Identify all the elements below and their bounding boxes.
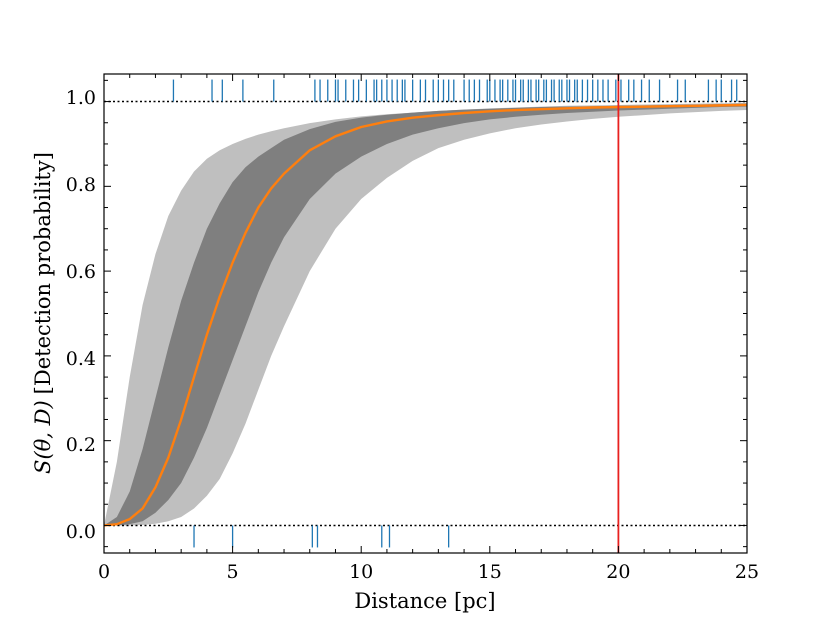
x-tick-label: 20	[606, 561, 630, 583]
y-axis-label-math: S(θ, D)	[31, 400, 55, 474]
x-tick-label: 5	[227, 561, 239, 583]
y-axis-label: S(θ, D) [Detection probability]	[31, 152, 55, 474]
axes-frame	[103, 73, 748, 554]
median-curve	[104, 103, 747, 527]
x-tick-label: 10	[349, 561, 373, 583]
inner-confidence-band	[104, 103, 747, 526]
x-tick-label: 0	[98, 561, 110, 583]
x-axis-label: Distance [pc]	[354, 589, 495, 613]
y-tick-label: 1.0	[66, 87, 96, 109]
x-tick-labels: 0 5 10 15 20 25	[98, 561, 759, 583]
y-axis-label-text: [Detection probability]	[31, 152, 55, 394]
y-tick-labels: 0.0 0.2 0.4 0.6 0.8 1.0	[66, 87, 96, 543]
y-tick-label: 0.8	[66, 174, 96, 196]
x-tick-label: 15	[478, 561, 502, 583]
plot-area	[104, 74, 747, 553]
y-tick-label: 0.0	[66, 521, 96, 543]
y-tick-label: 0.2	[66, 434, 96, 456]
x-tick-label: 25	[735, 561, 759, 583]
y-tick-label: 0.6	[66, 261, 96, 283]
y-tick-label: 0.4	[66, 348, 96, 370]
